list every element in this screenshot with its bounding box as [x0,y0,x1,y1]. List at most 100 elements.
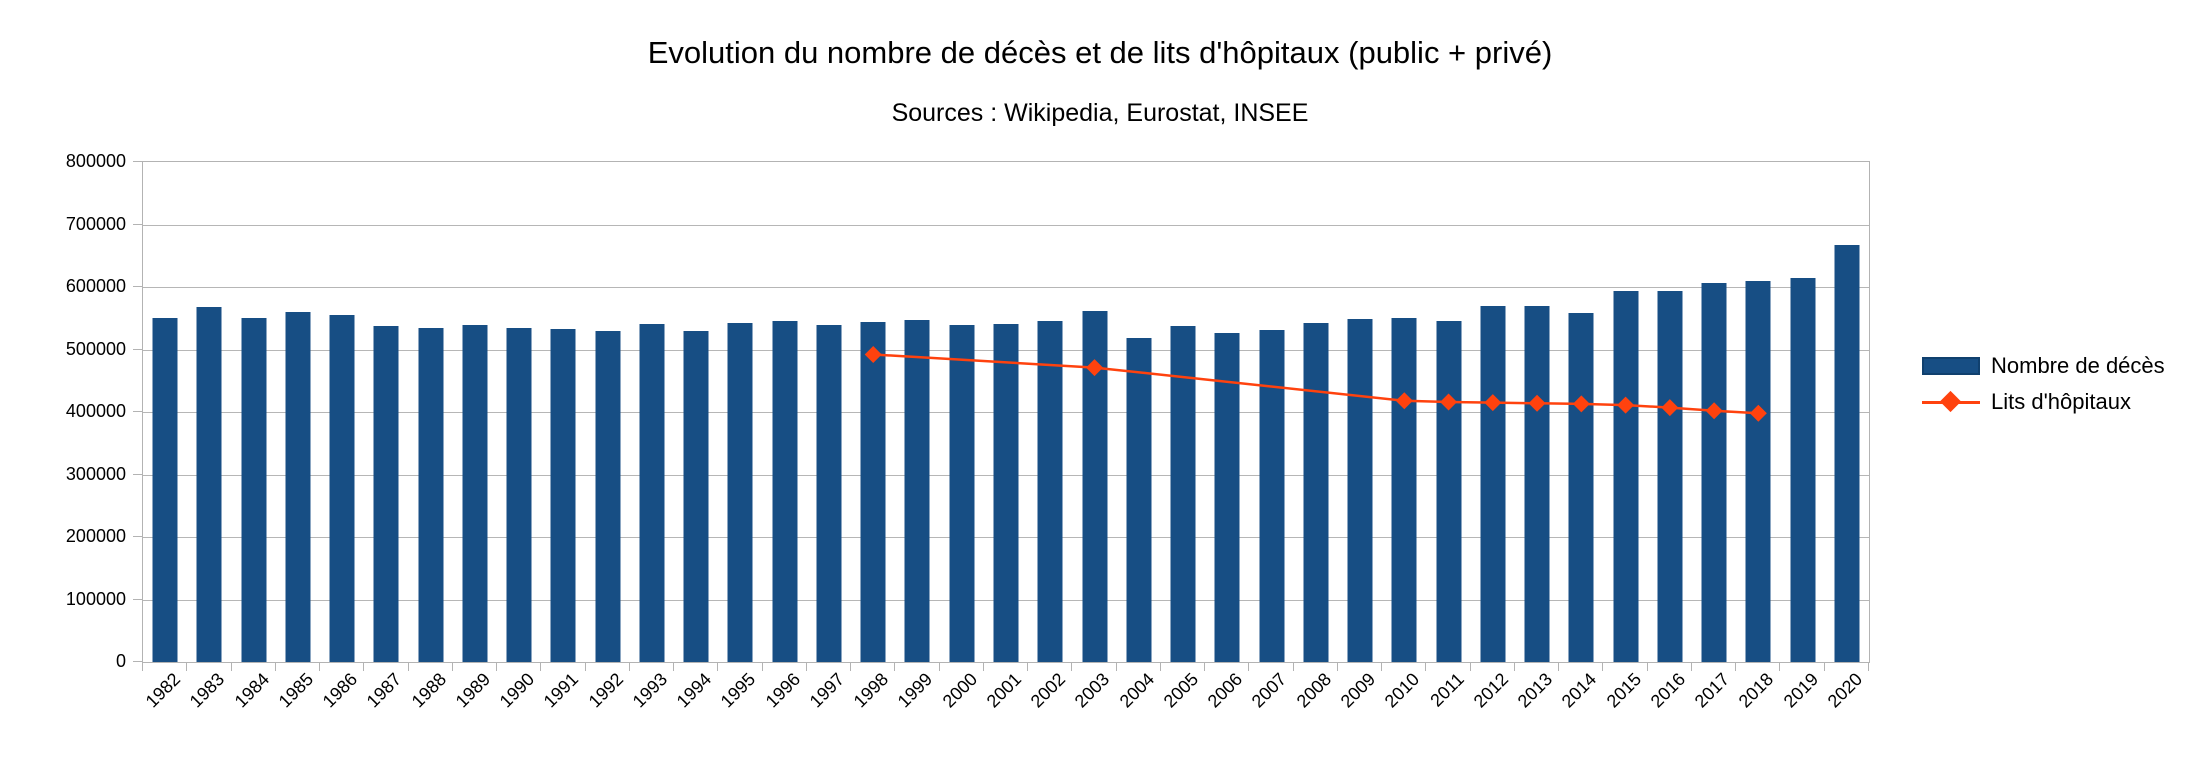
x-tick-label-2015: 2015 [1602,669,1645,712]
x-tick-mark [1469,662,1471,671]
legend-item-lits: Lits d'hôpitaux [1922,384,2192,420]
x-tick-label-1984: 1984 [230,669,273,712]
line-point-2012 [1484,394,1502,412]
x-tick-mark [274,662,276,671]
x-tick-mark [850,662,852,671]
x-tick-label-1987: 1987 [363,669,406,712]
x-tick-mark [1115,662,1117,671]
bar-swatch-icon [1922,357,1980,375]
x-tick-mark [628,662,630,671]
x-tick-mark [1204,662,1206,671]
legend: Nombre de décès Lits d'hôpitaux [1922,348,2192,420]
x-tick-mark [1868,662,1869,671]
x-tick-mark [496,662,498,671]
bar-1992 [595,330,621,662]
x-tick-mark [451,662,453,671]
x-tick-label-1994: 1994 [672,669,716,712]
x-tick-label-1991: 1991 [540,669,583,712]
x-tick-mark [1292,662,1294,671]
x-tick-label-1986: 1986 [318,669,362,712]
x-tick-mark [938,662,940,671]
y-tick-label: 300000 [65,463,126,484]
y-tick-label: 0 [115,651,126,671]
x-tick-label-2005: 2005 [1159,669,1203,712]
line-series-layer [864,346,1767,422]
y-tick-mark [133,286,142,287]
legend-label-lits: Lits d'hôpitaux [1991,389,2131,414]
bar-1995 [727,323,753,662]
bar-2000 [949,324,975,662]
bar-2019 [1790,278,1816,662]
bar-2014 [1568,312,1594,662]
x-tick-label-1989: 1989 [451,669,495,712]
x-tick-label-2019: 2019 [1779,669,1822,712]
x-tick-mark [1513,662,1515,671]
x-tick-label-2009: 2009 [1336,669,1380,712]
x-tick-mark [1336,662,1338,671]
bar-2013 [1524,306,1550,662]
x-tick-mark [186,662,188,671]
x-tick-label-2007: 2007 [1248,669,1291,712]
bar-2015 [1613,290,1639,662]
bar-1999 [904,319,930,662]
line-point-2017 [1705,402,1723,420]
x-tick-mark [230,662,232,671]
x-tick-label-1985: 1985 [274,669,318,712]
bar-1985 [285,312,311,662]
x-tick-mark [761,662,763,671]
bar-2001 [993,323,1019,662]
x-tick-label-2013: 2013 [1513,669,1557,712]
x-tick-mark [1027,662,1029,671]
y-tick-mark [133,598,142,600]
line-point-2010 [1395,392,1413,410]
y-tick-mark [133,661,142,662]
gridline [143,224,1869,226]
x-tick-mark [1735,662,1737,671]
line-point-2015 [1617,396,1635,414]
bar-2008 [1303,322,1329,662]
x-tick-mark [673,662,675,671]
x-tick-label-1997: 1997 [805,669,849,712]
bar-1983 [196,307,222,662]
x-tick-mark [584,662,586,671]
y-tick-label: 700000 [65,213,126,234]
line-point-2014 [1572,395,1590,413]
x-tick-label-1993: 1993 [628,669,672,712]
bar-2012 [1480,305,1506,662]
x-tick-mark [1425,662,1427,671]
x-tick-label-1998: 1998 [849,669,893,712]
page-subtitle: Sources : Wikipedia, Eurostat, INSEE [891,99,1309,127]
bar-1994 [683,331,709,662]
bar-1982 [152,317,178,662]
y-tick-label: 800000 [65,151,126,171]
bar-1997 [816,324,842,662]
x-tick-mark [142,662,143,671]
x-tick-label-1999: 1999 [894,669,937,712]
line-point-2011 [1440,393,1458,411]
x-tick-label-2016: 2016 [1646,669,1689,712]
bar-2011 [1436,321,1462,662]
x-tick-label-2008: 2008 [1292,669,1335,712]
x-tick-label-2003: 2003 [1071,669,1114,712]
bar-2010 [1391,317,1417,662]
x-tick-label-1988: 1988 [407,669,450,712]
x-tick-label-2002: 2002 [1026,669,1070,712]
legend-label-deces: Nombre de décès [1991,353,2165,378]
x-tick-label-1995: 1995 [717,669,760,712]
y-tick-mark [133,473,142,475]
x-tick-mark [1646,662,1648,671]
diamond-icon [1939,390,1962,413]
bar-2005 [1170,325,1196,662]
x-tick-mark [1602,662,1604,671]
x-tick-label-1990: 1990 [495,669,539,712]
bar-1993 [639,323,665,662]
x-tick-mark [1690,662,1692,671]
line-point-2003 [1086,359,1104,377]
line-point-2018 [1749,404,1767,422]
x-tick-label-2010: 2010 [1380,669,1424,712]
plot-area [142,161,1870,663]
bar-1998 [860,322,886,662]
bar-1984 [241,317,267,662]
x-tick-mark [1381,662,1383,671]
